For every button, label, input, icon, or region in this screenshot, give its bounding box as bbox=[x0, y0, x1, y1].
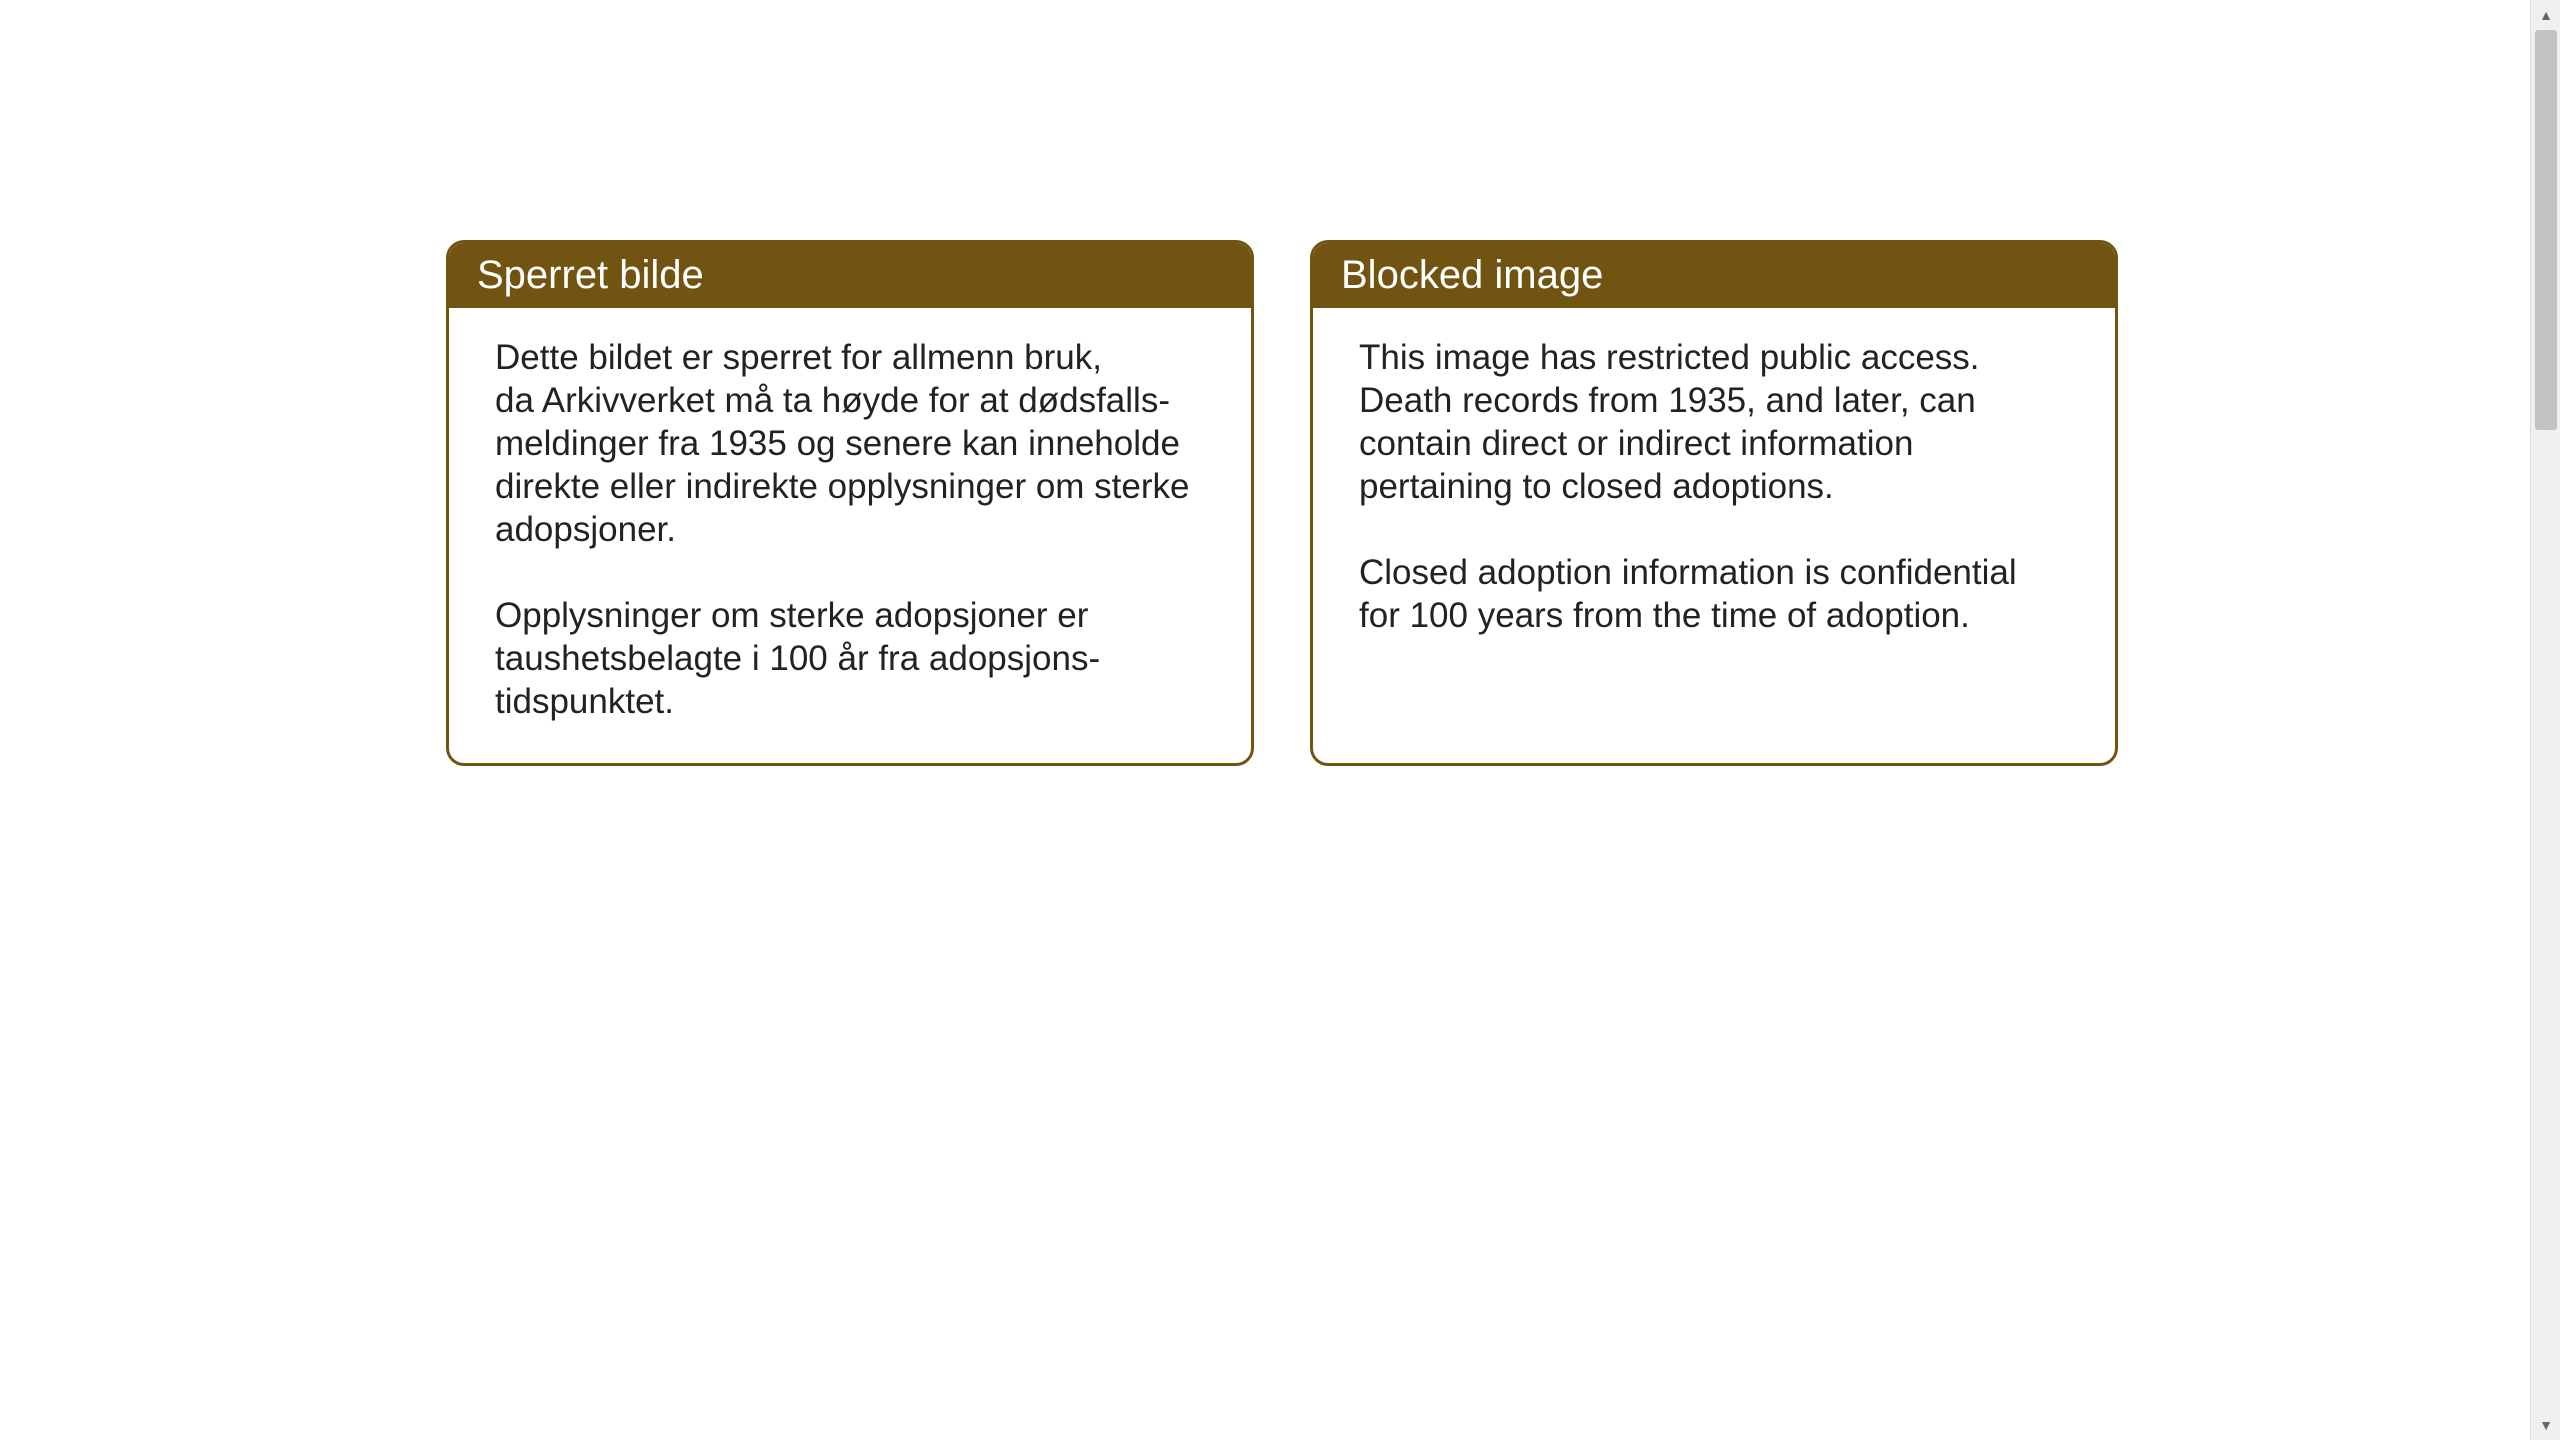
notice-title-english: Blocked image bbox=[1313, 243, 2115, 308]
notice-card-norwegian: Sperret bilde Dette bildet er sperret fo… bbox=[446, 240, 1254, 766]
notice-card-english: Blocked image This image has restricted … bbox=[1310, 240, 2118, 766]
notice-body-norwegian: Dette bildet er sperret for allmenn bruk… bbox=[495, 336, 1211, 723]
vertical-scrollbar[interactable]: ▲ ▼ bbox=[2530, 0, 2560, 1440]
scrollbar-thumb[interactable] bbox=[2535, 30, 2557, 430]
scrollbar-down-arrow-icon[interactable]: ▼ bbox=[2531, 1410, 2560, 1440]
notice-title-norwegian: Sperret bilde bbox=[449, 243, 1251, 308]
notice-container: Sperret bilde Dette bildet er sperret fo… bbox=[0, 0, 2560, 766]
notice-body-norwegian-wrap: Dette bildet er sperret for allmenn bruk… bbox=[449, 308, 1251, 763]
scrollbar-up-arrow-icon[interactable]: ▲ bbox=[2531, 0, 2560, 30]
notice-body-english: This image has restricted public access.… bbox=[1359, 336, 2075, 637]
notice-body-english-wrap: This image has restricted public access.… bbox=[1313, 308, 2115, 708]
